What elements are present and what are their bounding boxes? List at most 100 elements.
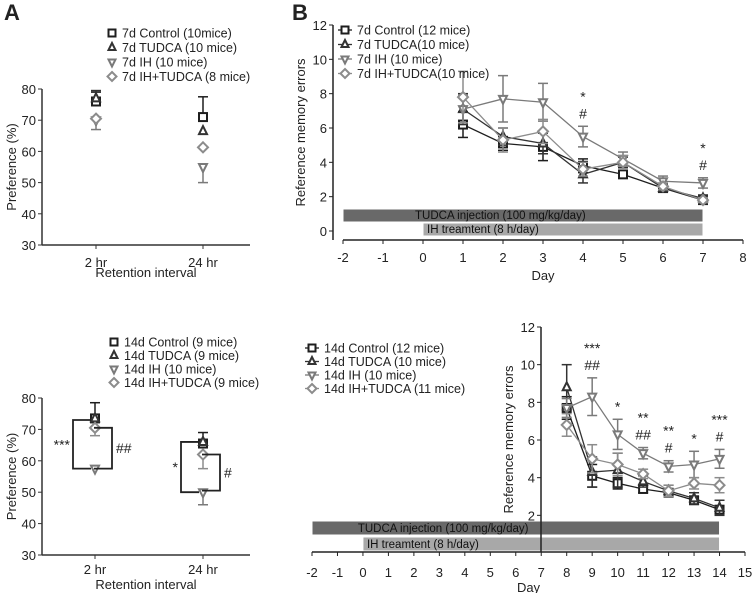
legend-marker [109, 337, 119, 347]
data-point-triangle-down [89, 464, 101, 476]
data-point-triangle-down [537, 98, 549, 110]
y-tick-label: 70 [22, 113, 36, 128]
legend-label: 14d TUDCA (9 mice) [124, 349, 239, 363]
x-tick-label: 10 [610, 565, 624, 580]
legend-label: 14d IH (10 mice) [324, 369, 416, 383]
data-point-diamond [713, 478, 726, 492]
y-tick-label: 2 [528, 508, 535, 523]
y-tick-label: 12 [521, 320, 535, 335]
panel-label-a: A [4, 0, 20, 25]
x-tick-label: 15 [738, 565, 752, 580]
x-tick-label: -1 [377, 250, 389, 265]
data-point-diamond [687, 476, 701, 490]
data-point-diamond [696, 193, 710, 207]
legend-label: 7d TUDCA(10 mice) [357, 38, 469, 52]
significance-bracket [94, 426, 113, 470]
x-tick-label: 4 [579, 250, 586, 265]
significance-star: *** [711, 411, 728, 427]
legend-label: 14d Control (12 mice) [324, 342, 444, 356]
significance-star: * [700, 140, 706, 156]
y-tick-label: 8 [528, 395, 535, 410]
data-point-triangle-down [561, 403, 573, 416]
y-tick-label: 0 [320, 224, 327, 239]
significance-hash: ## [584, 357, 600, 373]
legend-label: 7d IH+TUDCA (8 mice) [122, 70, 250, 84]
significance-bracket [180, 441, 199, 494]
y-tick-label: 50 [22, 176, 36, 191]
data-point-diamond [611, 458, 625, 471]
data-point-diamond [585, 452, 599, 466]
y-tick-label: 8 [320, 87, 327, 102]
x-axis-label: Day [531, 268, 555, 283]
y-tick-label: 4 [320, 155, 327, 170]
y-tick-label: 60 [22, 454, 36, 469]
significance-hash: # [699, 157, 707, 173]
legend-label: 7d TUDCA (10 mice) [122, 41, 237, 55]
x-tick-label: 1 [385, 565, 392, 580]
legend-label: 14d IH (10 mice) [124, 363, 216, 377]
x-axis-label: Retention interval [95, 577, 196, 592]
legend-label: 14d IH+TUDCA (9 mice) [124, 376, 259, 390]
x-tick-label: 8 [739, 250, 746, 265]
significance-star: *** [584, 340, 601, 356]
y-tick-label: 50 [22, 485, 36, 500]
data-point-diamond [456, 90, 470, 104]
x-tick-label: 6 [659, 250, 666, 265]
data-point-diamond [662, 484, 676, 498]
data-point-triangle-down [637, 449, 649, 461]
significance-label: *** [54, 436, 71, 452]
data-point-diamond [89, 112, 103, 126]
x-tick-label: 11 [636, 565, 650, 580]
y-tick-label: 40 [22, 207, 36, 222]
significance-star: ** [663, 423, 674, 439]
data-point-triangle-up [90, 91, 102, 103]
legend-marker [339, 67, 351, 80]
data-point-diamond [576, 162, 590, 176]
data-point-triangle-down [713, 454, 726, 467]
x-tick-label: 5 [487, 565, 494, 580]
treatment-bar-label: IH treamtent (8 h/day) [427, 224, 539, 236]
x-tick-label: 12 [661, 565, 675, 580]
y-tick-label: 2 [320, 190, 327, 205]
legend-marker [108, 348, 120, 359]
x-axis-label: Day [517, 580, 541, 593]
legend-marker [306, 382, 318, 395]
x-tick-label: 13 [687, 565, 701, 580]
significance-hash: # [665, 440, 673, 456]
x-tick-label: 2 [410, 565, 417, 580]
y-tick-label: 4 [528, 471, 535, 486]
data-point-diamond [636, 467, 650, 481]
data-point-triangle-up [89, 411, 101, 423]
x-tick-label: 0 [419, 250, 426, 265]
legend-label: 14d IH+TUDCA (11 mice) [324, 382, 465, 396]
x-tick-label: 7 [699, 250, 706, 265]
data-point-triangle-down [586, 392, 598, 404]
y-tick-label: 10 [521, 358, 535, 373]
legend-marker [339, 55, 351, 66]
legend-label: 14d Control (9 mice) [124, 336, 237, 350]
x-tick-label: -2 [337, 250, 349, 265]
data-point-triangle-up [197, 434, 209, 446]
x-tick-label: 24 hr [188, 255, 218, 270]
data-point-triangle-down [688, 460, 700, 472]
legend-label: 7d IH (10 mice) [122, 56, 207, 70]
data-point-triangle-up [561, 380, 573, 392]
x-tick-label: 2 hr [85, 255, 108, 270]
data-point-diamond [616, 155, 630, 169]
data-point-triangle-down [577, 132, 589, 144]
x-tick-label: 2 hr [84, 562, 107, 577]
x-tick-label: 6 [512, 565, 519, 580]
y-tick-label: 6 [320, 121, 327, 136]
y-axis-label: Reference memory errors [501, 365, 516, 514]
data-point-triangle-up [713, 500, 726, 512]
y-tick-label: 10 [313, 52, 327, 67]
data-point-diamond [560, 418, 574, 432]
y-tick-label: 12 [313, 18, 327, 33]
y-axis-label: Preference (%) [4, 433, 19, 520]
significance-bracket [202, 453, 221, 492]
x-tick-label: -2 [306, 565, 318, 580]
significance-hash: # [716, 428, 724, 444]
data-point-diamond [656, 179, 670, 193]
